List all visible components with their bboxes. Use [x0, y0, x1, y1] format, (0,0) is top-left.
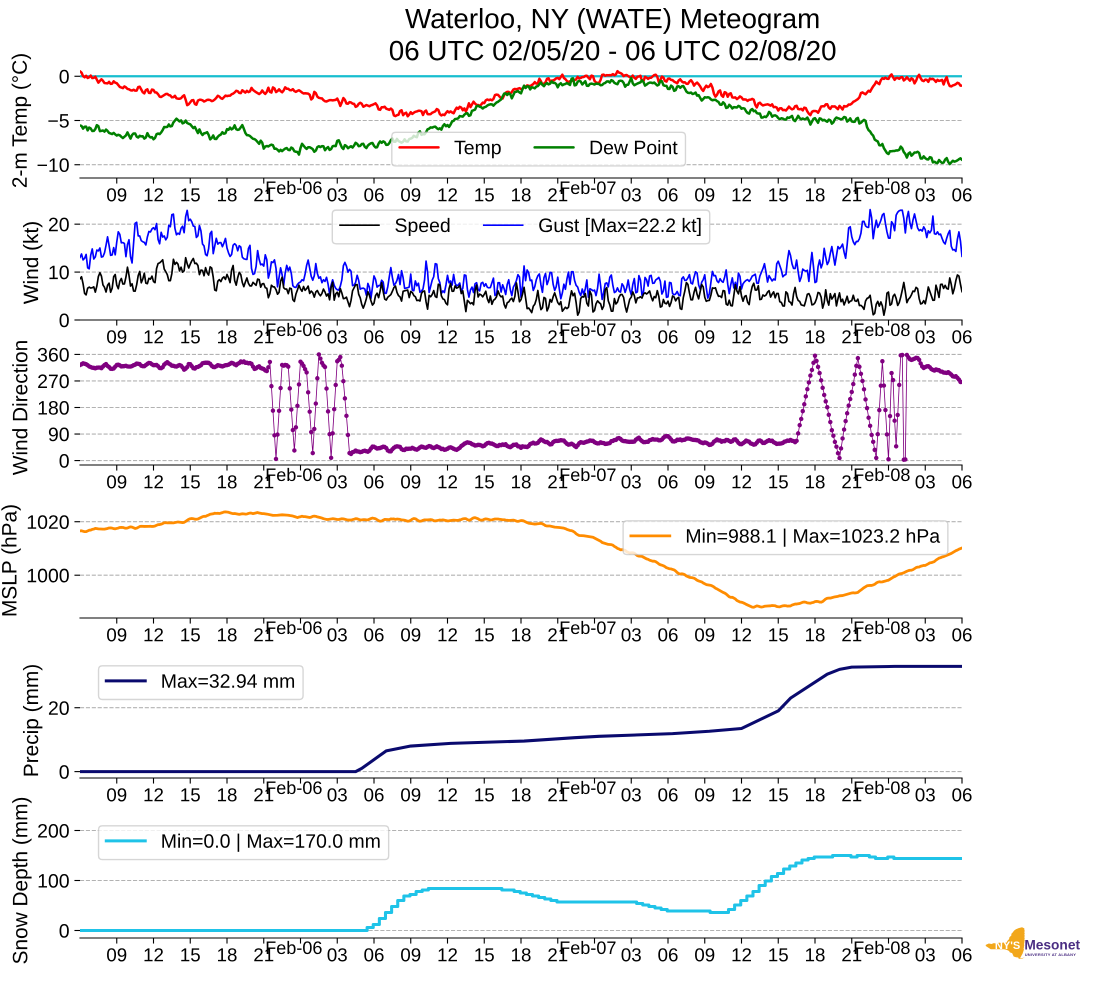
svg-text:Mesonet: Mesonet — [1024, 938, 1080, 953]
svg-text:NY'S: NY'S — [995, 940, 1020, 952]
svg-text:UNIVERSITY AT ALBANY: UNIVERSITY AT ALBANY — [1025, 952, 1077, 957]
